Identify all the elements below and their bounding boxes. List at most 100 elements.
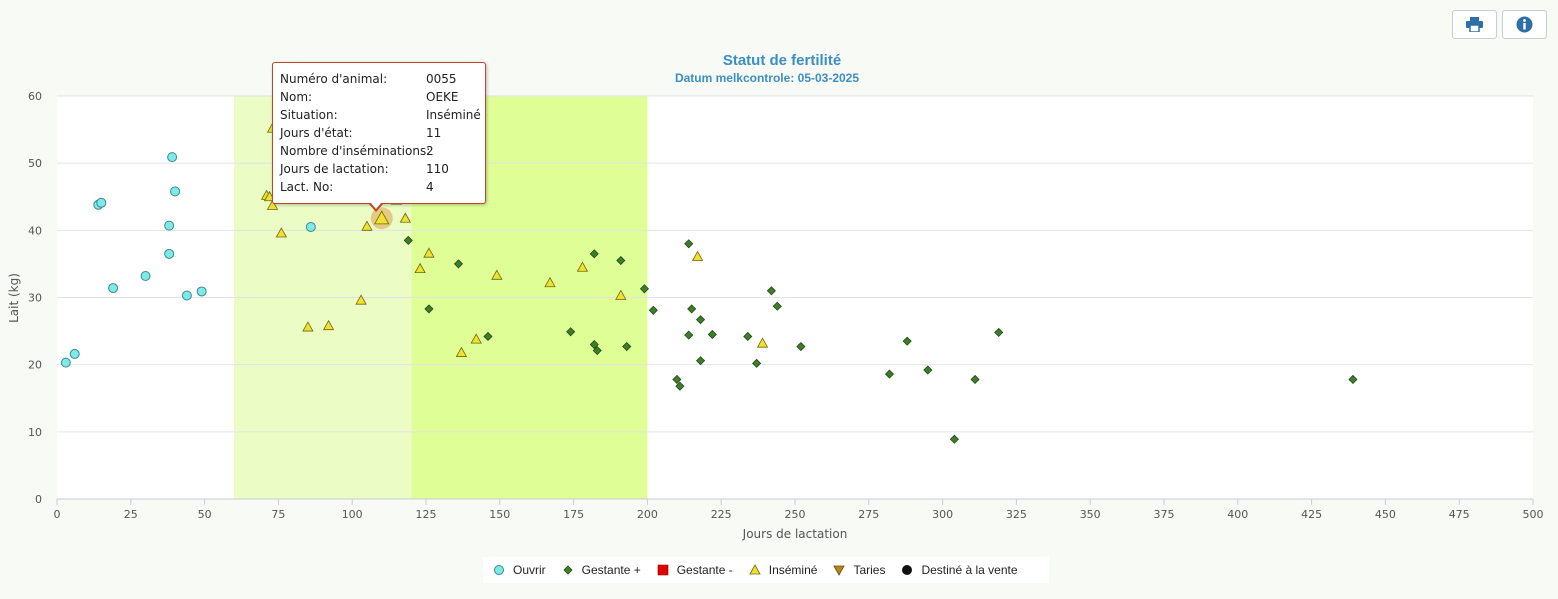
- data-point-gestante-[interactable]: [687, 304, 697, 314]
- data-point-ouvrir[interactable]: [181, 290, 192, 301]
- tooltip-value: Inséminé: [426, 108, 481, 122]
- tooltip-pointer-inner: [370, 202, 382, 209]
- x-tick-label: 300: [932, 508, 953, 521]
- data-point-ins-min-[interactable]: [576, 261, 589, 272]
- y-tick-label: 60: [28, 90, 42, 103]
- legend-label: Destiné à la vente: [921, 563, 1018, 577]
- data-point-ins-min-[interactable]: [302, 321, 314, 332]
- legend-item[interactable]: Gestante -: [657, 563, 733, 577]
- tooltip-row: Nombre d'inséminations: 2: [280, 142, 485, 160]
- data-point-gestante-[interactable]: [695, 315, 706, 325]
- data-point-gestante-[interactable]: [695, 356, 706, 366]
- data-point-gestante-[interactable]: [648, 305, 658, 315]
- data-point-ins-min-[interactable]: [756, 337, 769, 348]
- x-tick-label: 500: [1523, 508, 1544, 521]
- legend-symbol: [563, 565, 573, 575]
- tooltip-label: Jours d'état:: [280, 126, 353, 140]
- legend-item[interactable]: Taries: [833, 563, 885, 577]
- data-point-gestante-[interactable]: [884, 369, 895, 379]
- x-tick-label: 0: [54, 508, 61, 521]
- x-tick-label: 425: [1301, 508, 1322, 521]
- highlighted-data-point[interactable]: [374, 210, 390, 225]
- data-point-gestante-[interactable]: [566, 327, 576, 337]
- data-point-gestante-[interactable]: [592, 345, 602, 356]
- data-point-ins-min-[interactable]: [423, 247, 435, 258]
- data-point-gestante-[interactable]: [622, 341, 632, 352]
- data-point-ins-min-[interactable]: [414, 262, 426, 274]
- data-point-gestante-[interactable]: [923, 365, 933, 375]
- data-point-ins-min-[interactable]: [275, 227, 288, 238]
- data-point-ins-min-[interactable]: [455, 346, 468, 357]
- data-point-gestante-[interactable]: [796, 341, 806, 352]
- y-tick-label: 40: [28, 224, 42, 237]
- legend-item[interactable]: Inséminé: [749, 563, 817, 577]
- tooltip-row: Jours de lactation: 110: [280, 160, 485, 178]
- data-point-gestante-[interactable]: [970, 374, 980, 385]
- x-tick-label: 325: [1006, 508, 1027, 521]
- legend-label: Taries: [853, 563, 886, 577]
- data-point-gestante-[interactable]: [453, 259, 464, 269]
- x-tick-label: 150: [489, 508, 510, 521]
- tooltip-label: Nom:: [280, 90, 313, 104]
- data-point-ouvrir[interactable]: [196, 286, 207, 297]
- data-point-gestante-[interactable]: [424, 304, 434, 314]
- data-point-gestante-[interactable]: [403, 235, 413, 245]
- data-point-ins-min-[interactable]: [355, 294, 367, 305]
- data-point-gestante-[interactable]: [589, 339, 599, 350]
- data-point-gestante-[interactable]: [743, 331, 753, 342]
- y-tick-label: 0: [35, 493, 42, 506]
- data-point-gestante-[interactable]: [589, 249, 599, 259]
- legend: Ouvrir Gestante + Gestante - Inséminé Taries…: [483, 557, 1049, 583]
- data-point-ins-min-[interactable]: [544, 276, 556, 288]
- data-point-gestante-[interactable]: [766, 286, 776, 296]
- data-point-gestante-[interactable]: [949, 434, 959, 444]
- data-point-gestante-[interactable]: [994, 327, 1004, 337]
- legend-symbol: [902, 565, 913, 575]
- data-point-ouvrir[interactable]: [167, 152, 178, 163]
- data-point-ins-min-[interactable]: [399, 212, 412, 223]
- data-point-gestante-[interactable]: [1348, 374, 1358, 385]
- data-point-gestante-[interactable]: [684, 239, 694, 249]
- data-point-gestante-[interactable]: [483, 331, 493, 342]
- tooltip-value: 4: [426, 180, 434, 194]
- data-point-ouvrir[interactable]: [60, 357, 71, 368]
- data-point-gestante-[interactable]: [672, 374, 682, 385]
- y-tick-label: 30: [28, 292, 42, 305]
- data-point-ouvrir[interactable]: [164, 248, 175, 259]
- tooltip-label: Lact. No:: [280, 180, 334, 194]
- data-point-gestante-[interactable]: [707, 329, 717, 340]
- legend-marker-icon: [749, 564, 761, 575]
- data-point-ins-min-[interactable]: [266, 199, 279, 210]
- print-button[interactable]: [1452, 10, 1497, 39]
- x-tick-label: 50: [198, 508, 212, 521]
- data-point-ins-min-[interactable]: [470, 333, 482, 344]
- legend-item[interactable]: Destiné à la vente: [901, 563, 1018, 577]
- info-button[interactable]: [1502, 10, 1547, 39]
- data-point-ouvrir[interactable]: [96, 197, 107, 208]
- data-point-ins-min-[interactable]: [322, 319, 335, 331]
- x-tick-label: 400: [1227, 508, 1248, 521]
- data-point-ins-min-[interactable]: [615, 289, 627, 300]
- data-point-ouvrir[interactable]: [164, 220, 175, 231]
- data-point-ouvrir[interactable]: [69, 348, 80, 359]
- data-point-gestante-[interactable]: [752, 358, 762, 368]
- data-point-ouvrir[interactable]: [108, 283, 119, 294]
- data-point-gestante-[interactable]: [902, 336, 912, 346]
- data-point-gestante-[interactable]: [675, 381, 685, 391]
- legend-item[interactable]: Gestante +: [562, 563, 641, 577]
- legend-symbol: [749, 564, 761, 575]
- data-point-ins-min-[interactable]: [691, 250, 704, 261]
- data-point-ouvrir[interactable]: [305, 221, 316, 232]
- legend-symbol: [833, 565, 846, 576]
- x-tick-label: 350: [1080, 508, 1101, 521]
- data-point-ouvrir[interactable]: [170, 186, 181, 197]
- data-point-gestante-[interactable]: [684, 330, 694, 340]
- data-point-gestante-[interactable]: [639, 284, 650, 294]
- data-point-gestante-[interactable]: [772, 301, 782, 311]
- legend-item[interactable]: Ouvrir: [493, 563, 546, 577]
- data-point-ins-min-[interactable]: [361, 220, 373, 231]
- data-point-ins-min-[interactable]: [491, 269, 503, 280]
- data-point-ouvrir[interactable]: [140, 271, 151, 282]
- tooltip-row: Situation: Inséminé: [280, 106, 485, 124]
- data-point-gestante-[interactable]: [616, 255, 626, 266]
